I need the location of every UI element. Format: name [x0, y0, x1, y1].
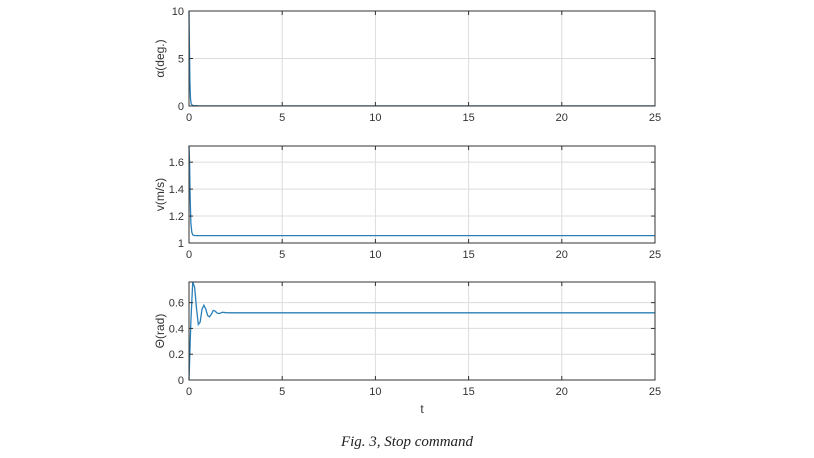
plot-area [189, 282, 655, 380]
x-tick-label: 25 [649, 249, 661, 261]
x-tick-label: 15 [462, 112, 474, 124]
x-tick-label: 5 [279, 386, 285, 398]
y-tick-label: 0.2 [169, 349, 184, 361]
subplot-3: 0 5 10 15 20 25 0 0.2 0.4 0.6Θ(rad) t [153, 281, 661, 416]
series-line [188, 281, 655, 381]
x-tick-label: 20 [556, 386, 568, 398]
x-tick-label: 25 [649, 112, 661, 124]
x-tick-label: 0 [186, 112, 192, 124]
y-tick-label: 0.4 [169, 323, 184, 335]
subplot-1: 0 5 10 15 20 25 0 5 10 α(deg.) [153, 6, 661, 124]
y-tick-label: 1 [178, 238, 184, 250]
y-tick-label: 10 [172, 6, 184, 18]
y-tick-label: 0 [178, 101, 184, 113]
axes-box [188, 281, 656, 381]
x-tick-label: 15 [462, 386, 474, 398]
x-tick-label: 10 [369, 386, 381, 398]
x-tick-label: 10 [369, 249, 381, 261]
x-tick-label: 20 [556, 112, 568, 124]
x-tick-label: 10 [369, 112, 381, 124]
y-tick-label: 5 [178, 54, 184, 66]
x-tick-label: 25 [649, 386, 661, 398]
y-tick-label: 0.6 [169, 298, 184, 310]
x-tick-label: 5 [279, 249, 285, 261]
x-axis-label: t [420, 402, 424, 416]
x-tick-label: 15 [462, 249, 474, 261]
plot-area [189, 146, 655, 243]
x-tick-label: 0 [186, 249, 192, 261]
x-tick-label: 5 [279, 112, 285, 124]
y-tick-label: 0 [178, 375, 184, 387]
y-tick-label: 1.6 [169, 157, 184, 169]
figure: 0 5 10 15 20 25 0 5 10 α(deg.) 0 5 10 15 20 25 1 1.2 1.4 1.… [153, 6, 661, 416]
x-tick-label: 20 [556, 249, 568, 261]
x-tick-label: 0 [186, 386, 192, 398]
series-line [188, 145, 655, 237]
y-axis-label: v(m/s) [153, 178, 167, 211]
y-axis-label: Θ(rad) [153, 314, 167, 349]
y-axis-label: α(deg.) [153, 39, 167, 77]
figure-caption: Fig. 3, Stop command [340, 434, 474, 450]
y-tick-label: 1.2 [169, 211, 184, 223]
y-tick-label: 1.4 [169, 184, 184, 196]
axes-box [188, 145, 656, 244]
subplot-2: 0 5 10 15 20 25 1 1.2 1.4 1.6v(m/s) [153, 145, 661, 261]
